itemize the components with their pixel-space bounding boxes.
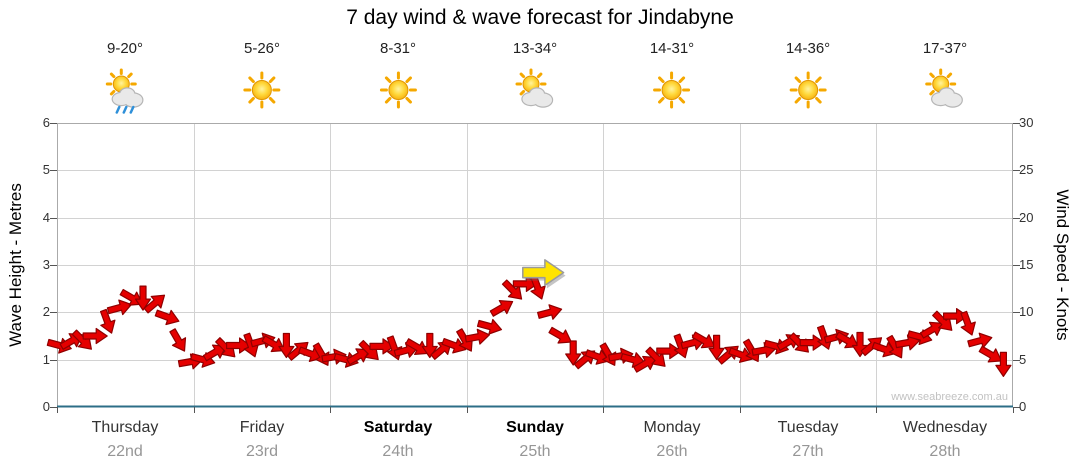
wind-arrow (656, 343, 682, 360)
temperature-label: 14-36° (785, 40, 831, 57)
wind-arrow (919, 321, 944, 339)
weather-icon-sun-cloud-rain (105, 68, 144, 114)
temperature-label: 5-26° (243, 40, 281, 57)
weather-icon-sunny (243, 71, 281, 109)
wind-arrow (99, 308, 116, 334)
wave-axis-tick: 0 (42, 399, 50, 414)
wind-axis-tick: 0 (1019, 399, 1027, 414)
chart-title: 7 day wind & wave forecast for Jindabyne (346, 6, 734, 29)
temperature-label: 14-31° (649, 40, 695, 57)
wind-axis-tick: 20 (1019, 210, 1034, 225)
wind-arrow (548, 326, 572, 344)
rain-drop-icon (129, 105, 135, 114)
wave-axis-tick: 2 (42, 304, 50, 319)
wind-arrow (106, 299, 132, 316)
wind-arrow (942, 308, 969, 325)
wind-arrow (278, 332, 295, 359)
rain-drop-icon (115, 105, 121, 114)
wave-axis-tick: 4 (42, 210, 50, 225)
wind-arrow (995, 351, 1012, 377)
wind-arrow (405, 338, 429, 355)
wind-arrow (967, 332, 993, 349)
date-label: 27th (792, 443, 824, 460)
date-label: 22nd (107, 443, 143, 460)
date-label: 23rd (245, 443, 279, 460)
wind-arrow (645, 346, 666, 367)
wind-arrow-series (46, 259, 1012, 377)
wind-arrow (154, 309, 180, 326)
wind-arrow (960, 310, 976, 336)
temperature-label: 17-37° (922, 40, 968, 57)
date-label: 24th (382, 443, 414, 460)
gridlines (57, 123, 1013, 407)
wave-axis-tick: 1 (42, 352, 50, 367)
day-label: Tuesday (777, 419, 839, 436)
wind-arrow (489, 300, 514, 317)
wind-axis-title: Wind Speed - Knots (1053, 189, 1072, 341)
wind-axis-tick: 30 (1019, 115, 1034, 130)
wind-arrow (202, 344, 227, 362)
axis-ticks (50, 123, 1020, 413)
temperature-label: 8-31° (379, 40, 417, 57)
date-label: 25th (519, 443, 551, 460)
cloud-icon (931, 87, 963, 108)
weather-icon-sunny (653, 71, 691, 109)
wind-axis-tick: 10 (1019, 304, 1034, 319)
wind-arrow (369, 338, 395, 355)
date-label: 26th (656, 443, 688, 460)
wind-arrow (932, 310, 953, 331)
wind-arrow (835, 331, 859, 349)
wind-arrow (441, 337, 467, 354)
temperature-label: 13-34° (512, 40, 558, 57)
wind-arrow (691, 331, 716, 349)
date-label: 28th (929, 443, 961, 460)
weather-icon-sun-cloud (515, 68, 554, 108)
weather-icon-sunny (789, 71, 827, 109)
day-label: Wednesday (902, 419, 988, 436)
wind-axis-tick: 15 (1019, 257, 1034, 272)
weather-icon-sun-cloud (925, 68, 963, 108)
wind-arrow (728, 347, 754, 363)
day-label: Sunday (506, 419, 564, 436)
wind-arrow (978, 345, 1003, 363)
day-label: Monday (643, 419, 701, 436)
wind-axis-tick: 5 (1019, 352, 1027, 367)
weather-icon-sunny (379, 71, 417, 109)
wave-axis-tick: 3 (42, 257, 50, 272)
cloud-icon (521, 87, 554, 108)
wave-axis-tick: 5 (42, 162, 50, 177)
wind-arrow (82, 327, 108, 345)
day-label: Friday (239, 419, 285, 436)
temperature-label: 9-20° (106, 40, 144, 57)
wave-axis-tick: 6 (42, 115, 50, 130)
wind-arrow (134, 285, 152, 311)
cloud-icon (111, 87, 144, 114)
wind-arrow (799, 334, 825, 351)
wind-arrow (143, 294, 166, 314)
wind-axis-tick: 25 (1019, 162, 1034, 177)
wind-arrow (476, 318, 503, 335)
wave-axis-title: Wave Height - Metres (6, 183, 25, 347)
wind-arrow (169, 328, 187, 352)
wind-arrow (871, 341, 897, 358)
watermark: www.seabreeze.com.au (891, 391, 1008, 403)
wind-arrow (537, 304, 563, 320)
rain-drop-icon (122, 105, 128, 114)
wind-arrow (584, 349, 610, 365)
wind-arrow (565, 340, 582, 366)
wind-arrow (261, 335, 286, 353)
wind-arrow (708, 334, 725, 360)
wind-arrow (464, 328, 491, 345)
highlight-wind-arrow (522, 259, 565, 287)
wind-arrow (501, 279, 523, 300)
wind-arrow (530, 274, 546, 300)
day-label: Thursday (91, 419, 159, 436)
wind-arrow (421, 332, 438, 359)
day-label: Saturday (363, 419, 433, 436)
